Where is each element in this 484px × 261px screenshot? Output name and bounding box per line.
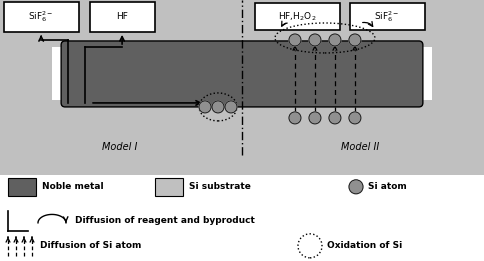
Bar [52,100,432,155]
Circle shape [349,34,361,46]
Circle shape [309,112,321,124]
Circle shape [199,101,211,113]
Bar [90,2,155,32]
Text: Noble metal: Noble metal [42,182,104,191]
Bar [432,47,484,155]
Bar [350,3,425,30]
Text: HF: HF [116,13,128,21]
Circle shape [212,101,224,113]
FancyBboxPatch shape [61,41,423,107]
Circle shape [349,180,363,194]
Text: HF,H$_2$O$_2$: HF,H$_2$O$_2$ [278,11,316,23]
Text: Diffusion of Si atom: Diffusion of Si atom [40,241,141,250]
Text: SiF$_6^{2-}$: SiF$_6^{2-}$ [374,9,400,25]
Bar [0,47,52,155]
Text: Si atom: Si atom [368,182,407,191]
Bar [52,47,432,155]
Circle shape [225,101,237,113]
Bar [0,0,484,47]
Text: Model I: Model I [103,142,138,152]
Bar [8,178,36,196]
Bar [155,178,183,196]
Circle shape [289,34,301,46]
Bar [0,155,484,175]
Circle shape [329,112,341,124]
Circle shape [349,112,361,124]
Text: SiF$_6^{2-}$: SiF$_6^{2-}$ [29,9,54,25]
Text: Model II: Model II [341,142,379,152]
Text: Diffusion of reagent and byproduct: Diffusion of reagent and byproduct [75,216,255,225]
Text: Si substrate: Si substrate [189,182,251,191]
Circle shape [289,112,301,124]
Text: Oxidation of Si: Oxidation of Si [327,241,402,250]
Circle shape [309,34,321,46]
Circle shape [329,34,341,46]
Bar [255,3,340,30]
Bar [4,2,79,32]
